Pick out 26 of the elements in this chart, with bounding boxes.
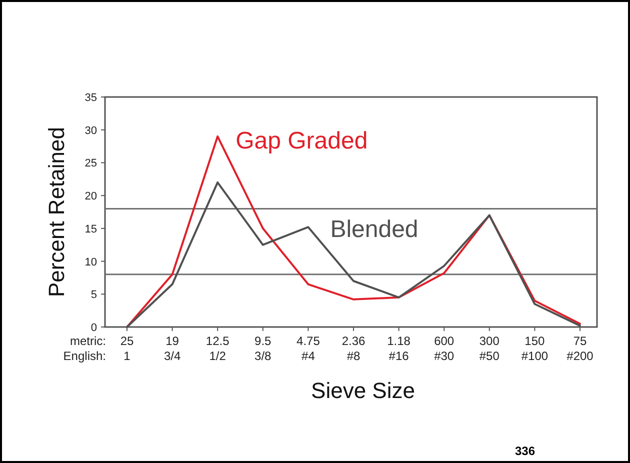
y-tick-label: 20 <box>84 190 97 203</box>
x-tick-label: 75 #200 <box>566 334 594 363</box>
x-tick-label: 300 #50 <box>479 334 500 363</box>
y-tick-label: 15 <box>84 223 97 236</box>
text: metric: <box>70 334 106 348</box>
x-tick-label: 600 #30 <box>434 334 454 363</box>
x-tick-label: 12.5 1/2 <box>206 334 230 363</box>
y-axis-title: Percent Retained <box>44 127 69 297</box>
x-tick-label: 9.5 3/8 <box>254 334 272 363</box>
x-tick-label: 1.18 #16 <box>387 334 411 363</box>
text: 336 <box>514 444 536 458</box>
y-tick-label: 10 <box>84 256 97 268</box>
y-tick-label: 25 <box>84 158 97 170</box>
series-label: Blended <box>330 216 418 244</box>
x-tick-label: 25 1 <box>120 334 134 363</box>
text: English: <box>63 349 106 363</box>
x-tick-label: 150 #100 <box>521 334 548 363</box>
y-tick-label: 5 <box>90 289 97 302</box>
x-tick-label: 2.36 #8 <box>342 334 366 363</box>
y-tick-label: 0 <box>90 322 97 334</box>
x-axis-title: Sieve Size <box>311 378 415 403</box>
y-tick-label: 35 <box>84 92 97 104</box>
y-tick-label: 30 <box>84 124 97 137</box>
x-tick-label: 4.75 #4 <box>296 334 320 363</box>
x-tick-label: 19 3/4 <box>164 334 181 363</box>
series-label: Gap Graded <box>236 127 368 154</box>
